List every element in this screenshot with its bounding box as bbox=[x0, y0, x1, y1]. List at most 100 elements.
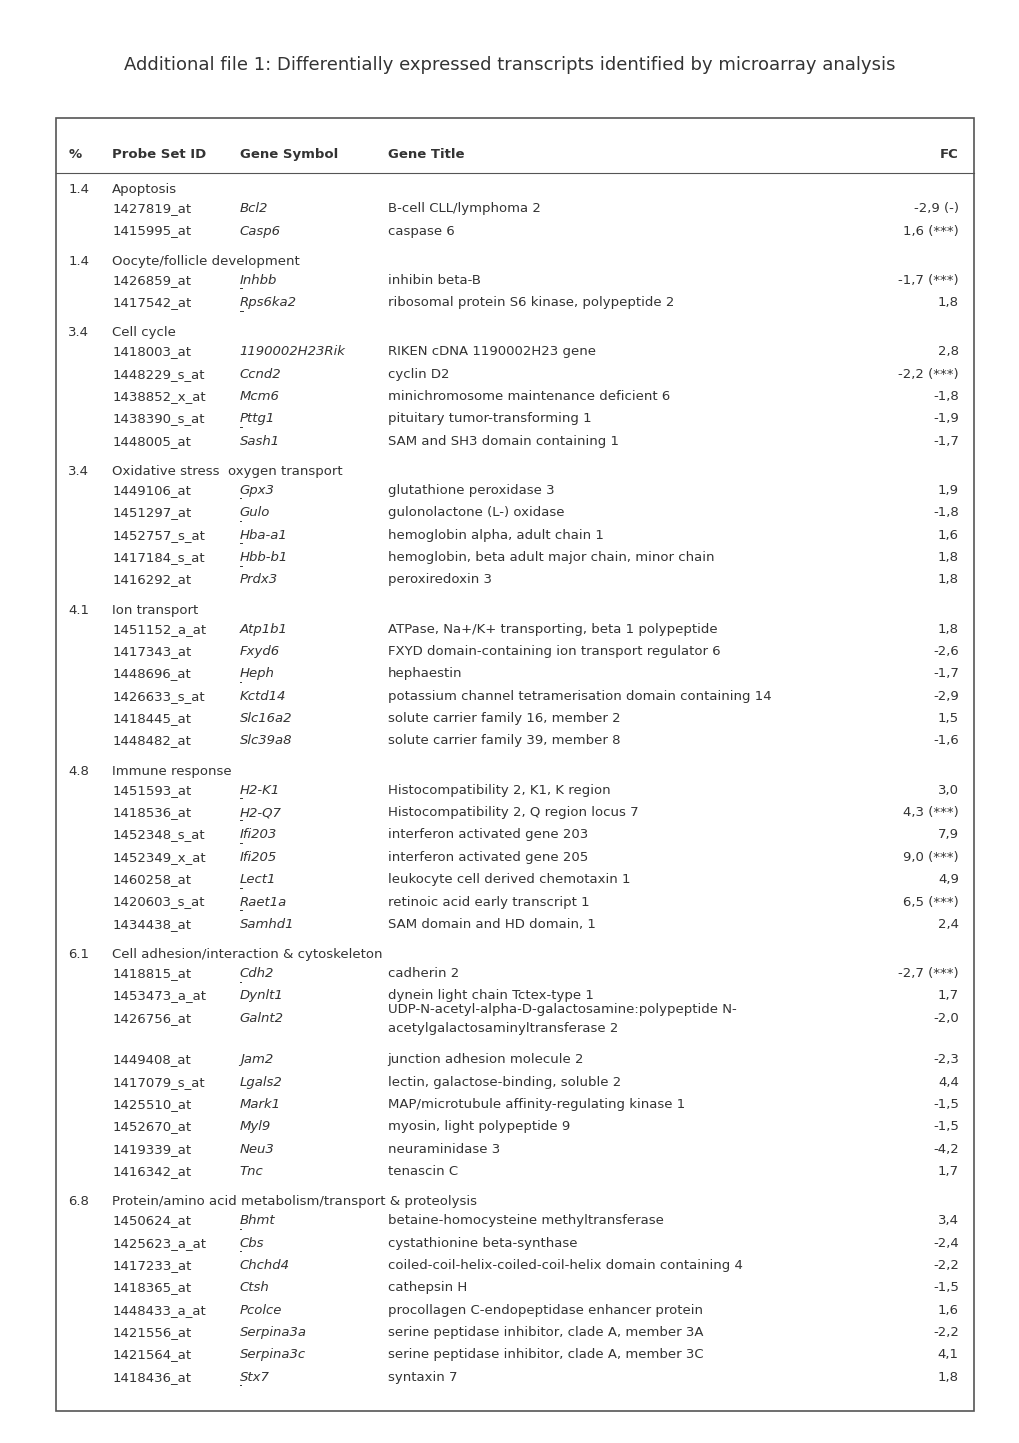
Text: Cell cycle: Cell cycle bbox=[112, 326, 176, 339]
Text: interferon activated gene 203: interferon activated gene 203 bbox=[387, 828, 587, 841]
Text: lectin, galactose-binding, soluble 2: lectin, galactose-binding, soluble 2 bbox=[387, 1075, 621, 1088]
Text: 4,3 (***): 4,3 (***) bbox=[902, 807, 958, 820]
Text: 3.4: 3.4 bbox=[68, 465, 90, 478]
Text: Probe Set ID: Probe Set ID bbox=[112, 147, 206, 162]
Text: 1.4: 1.4 bbox=[68, 255, 90, 268]
Text: 1,7: 1,7 bbox=[936, 990, 958, 1003]
Text: Histocompatibility 2, Q region locus 7: Histocompatibility 2, Q region locus 7 bbox=[387, 807, 638, 820]
Text: serine peptidase inhibitor, clade A, member 3A: serine peptidase inhibitor, clade A, mem… bbox=[387, 1326, 702, 1339]
Text: syntaxin 7: syntaxin 7 bbox=[387, 1371, 457, 1384]
Text: 1418436_at: 1418436_at bbox=[112, 1371, 191, 1384]
Text: 1460258_at: 1460258_at bbox=[112, 873, 191, 886]
Text: 6,5 (***): 6,5 (***) bbox=[902, 896, 958, 909]
Text: -2,9 (-): -2,9 (-) bbox=[913, 202, 958, 215]
Text: 1417233_at: 1417233_at bbox=[112, 1258, 192, 1271]
Text: -2,2: -2,2 bbox=[932, 1258, 958, 1271]
Text: Dynlt1: Dynlt1 bbox=[239, 990, 283, 1003]
Text: MAP/microtubule affinity-regulating kinase 1: MAP/microtubule affinity-regulating kina… bbox=[387, 1098, 684, 1111]
Text: Myl9: Myl9 bbox=[239, 1120, 271, 1133]
Text: 6.1: 6.1 bbox=[68, 948, 90, 961]
Text: Raet1a: Raet1a bbox=[239, 896, 286, 909]
Text: 1426859_at: 1426859_at bbox=[112, 274, 191, 287]
Text: serine peptidase inhibitor, clade A, member 3C: serine peptidase inhibitor, clade A, mem… bbox=[387, 1348, 702, 1361]
Text: 1,6 (***): 1,6 (***) bbox=[902, 225, 958, 238]
Text: 1452348_s_at: 1452348_s_at bbox=[112, 828, 205, 841]
Text: 1,8: 1,8 bbox=[936, 296, 958, 309]
Text: solute carrier family 16, member 2: solute carrier family 16, member 2 bbox=[387, 711, 620, 726]
Text: solute carrier family 39, member 8: solute carrier family 39, member 8 bbox=[387, 734, 620, 747]
Text: glutathione peroxidase 3: glutathione peroxidase 3 bbox=[387, 483, 553, 496]
Text: 1425623_a_at: 1425623_a_at bbox=[112, 1237, 206, 1250]
Text: 7,9: 7,9 bbox=[936, 828, 958, 841]
Text: 1449408_at: 1449408_at bbox=[112, 1053, 191, 1066]
Text: acetylgalactosaminyltransferase 2: acetylgalactosaminyltransferase 2 bbox=[387, 1022, 618, 1035]
Text: 1.4: 1.4 bbox=[68, 183, 90, 196]
Text: 1426756_at: 1426756_at bbox=[112, 1012, 192, 1025]
Text: coiled-coil-helix-coiled-coil-helix domain containing 4: coiled-coil-helix-coiled-coil-helix doma… bbox=[387, 1258, 742, 1271]
Text: 1,6: 1,6 bbox=[936, 528, 958, 541]
Text: Slc39a8: Slc39a8 bbox=[239, 734, 291, 747]
Text: 1416292_at: 1416292_at bbox=[112, 573, 192, 586]
Text: cadherin 2: cadherin 2 bbox=[387, 967, 459, 980]
Text: -2,2: -2,2 bbox=[932, 1326, 958, 1339]
Text: potassium channel tetramerisation domain containing 14: potassium channel tetramerisation domain… bbox=[387, 690, 770, 703]
Text: ribosomal protein S6 kinase, polypeptide 2: ribosomal protein S6 kinase, polypeptide… bbox=[387, 296, 674, 309]
Text: 1425510_at: 1425510_at bbox=[112, 1098, 192, 1111]
Text: 1421556_at: 1421556_at bbox=[112, 1326, 192, 1339]
Text: 1453473_a_at: 1453473_a_at bbox=[112, 990, 206, 1003]
Text: 1448005_at: 1448005_at bbox=[112, 434, 191, 447]
Text: myosin, light polypeptide 9: myosin, light polypeptide 9 bbox=[387, 1120, 570, 1133]
Text: 1438852_x_at: 1438852_x_at bbox=[112, 390, 206, 403]
Text: FC: FC bbox=[940, 147, 958, 162]
Text: hemoglobin alpha, adult chain 1: hemoglobin alpha, adult chain 1 bbox=[387, 528, 603, 541]
Text: procollagen C-endopeptidase enhancer protein: procollagen C-endopeptidase enhancer pro… bbox=[387, 1303, 702, 1316]
Text: 1190002H23Rik: 1190002H23Rik bbox=[239, 345, 345, 358]
Text: 1,8: 1,8 bbox=[936, 1371, 958, 1384]
Text: FXYD domain-containing ion transport regulator 6: FXYD domain-containing ion transport reg… bbox=[387, 645, 719, 658]
Text: -2,2 (***): -2,2 (***) bbox=[898, 368, 958, 381]
Text: betaine-homocysteine methyltransferase: betaine-homocysteine methyltransferase bbox=[387, 1214, 662, 1227]
Text: 1418003_at: 1418003_at bbox=[112, 345, 191, 358]
Text: Rps6ka2: Rps6ka2 bbox=[239, 296, 297, 309]
Text: Ccnd2: Ccnd2 bbox=[239, 368, 281, 381]
Bar bbox=[56, 118, 973, 1411]
Text: Lgals2: Lgals2 bbox=[239, 1075, 282, 1088]
Text: Jam2: Jam2 bbox=[239, 1053, 273, 1066]
Text: -1,7: -1,7 bbox=[932, 667, 958, 681]
Text: Cbs: Cbs bbox=[239, 1237, 264, 1250]
Text: H2-K1: H2-K1 bbox=[239, 784, 279, 797]
Text: -2,0: -2,0 bbox=[932, 1012, 958, 1025]
Text: UDP-N-acetyl-alpha-D-galactosamine:polypeptide N-: UDP-N-acetyl-alpha-D-galactosamine:polyp… bbox=[387, 1003, 736, 1016]
Text: %: % bbox=[68, 147, 82, 162]
Text: 4.8: 4.8 bbox=[68, 765, 89, 778]
Text: Ifi205: Ifi205 bbox=[239, 851, 277, 864]
Text: 1427819_at: 1427819_at bbox=[112, 202, 192, 215]
Text: -1,8: -1,8 bbox=[932, 390, 958, 403]
Text: 1426633_s_at: 1426633_s_at bbox=[112, 690, 205, 703]
Text: ATPase, Na+/K+ transporting, beta 1 polypeptide: ATPase, Na+/K+ transporting, beta 1 poly… bbox=[387, 622, 716, 636]
Text: 1452349_x_at: 1452349_x_at bbox=[112, 851, 206, 864]
Text: 3,4: 3,4 bbox=[936, 1214, 958, 1227]
Text: minichromosome maintenance deficient 6: minichromosome maintenance deficient 6 bbox=[387, 390, 669, 403]
Text: 1421564_at: 1421564_at bbox=[112, 1348, 192, 1361]
Text: -1,7 (***): -1,7 (***) bbox=[898, 274, 958, 287]
Text: 1449106_at: 1449106_at bbox=[112, 483, 191, 496]
Text: Prdx3: Prdx3 bbox=[239, 573, 277, 586]
Text: 1419339_at: 1419339_at bbox=[112, 1143, 192, 1156]
Text: 1420603_s_at: 1420603_s_at bbox=[112, 896, 205, 909]
Text: Ctsh: Ctsh bbox=[239, 1281, 269, 1294]
Text: 1,7: 1,7 bbox=[936, 1165, 958, 1177]
Text: junction adhesion molecule 2: junction adhesion molecule 2 bbox=[387, 1053, 584, 1066]
Text: 1448696_at: 1448696_at bbox=[112, 667, 191, 681]
Text: dynein light chain Tctex-type 1: dynein light chain Tctex-type 1 bbox=[387, 990, 593, 1003]
Text: Histocompatibility 2, K1, K region: Histocompatibility 2, K1, K region bbox=[387, 784, 609, 797]
Text: 1418365_at: 1418365_at bbox=[112, 1281, 192, 1294]
Text: Gene Title: Gene Title bbox=[387, 147, 464, 162]
Text: -1,8: -1,8 bbox=[932, 506, 958, 519]
Text: 4,9: 4,9 bbox=[937, 873, 958, 886]
Text: Cell adhesion/interaction & cytoskeleton: Cell adhesion/interaction & cytoskeleton bbox=[112, 948, 382, 961]
Text: -1,9: -1,9 bbox=[932, 413, 958, 426]
Text: 1451593_at: 1451593_at bbox=[112, 784, 192, 797]
Text: -2,9: -2,9 bbox=[932, 690, 958, 703]
Text: 9,0 (***): 9,0 (***) bbox=[902, 851, 958, 864]
